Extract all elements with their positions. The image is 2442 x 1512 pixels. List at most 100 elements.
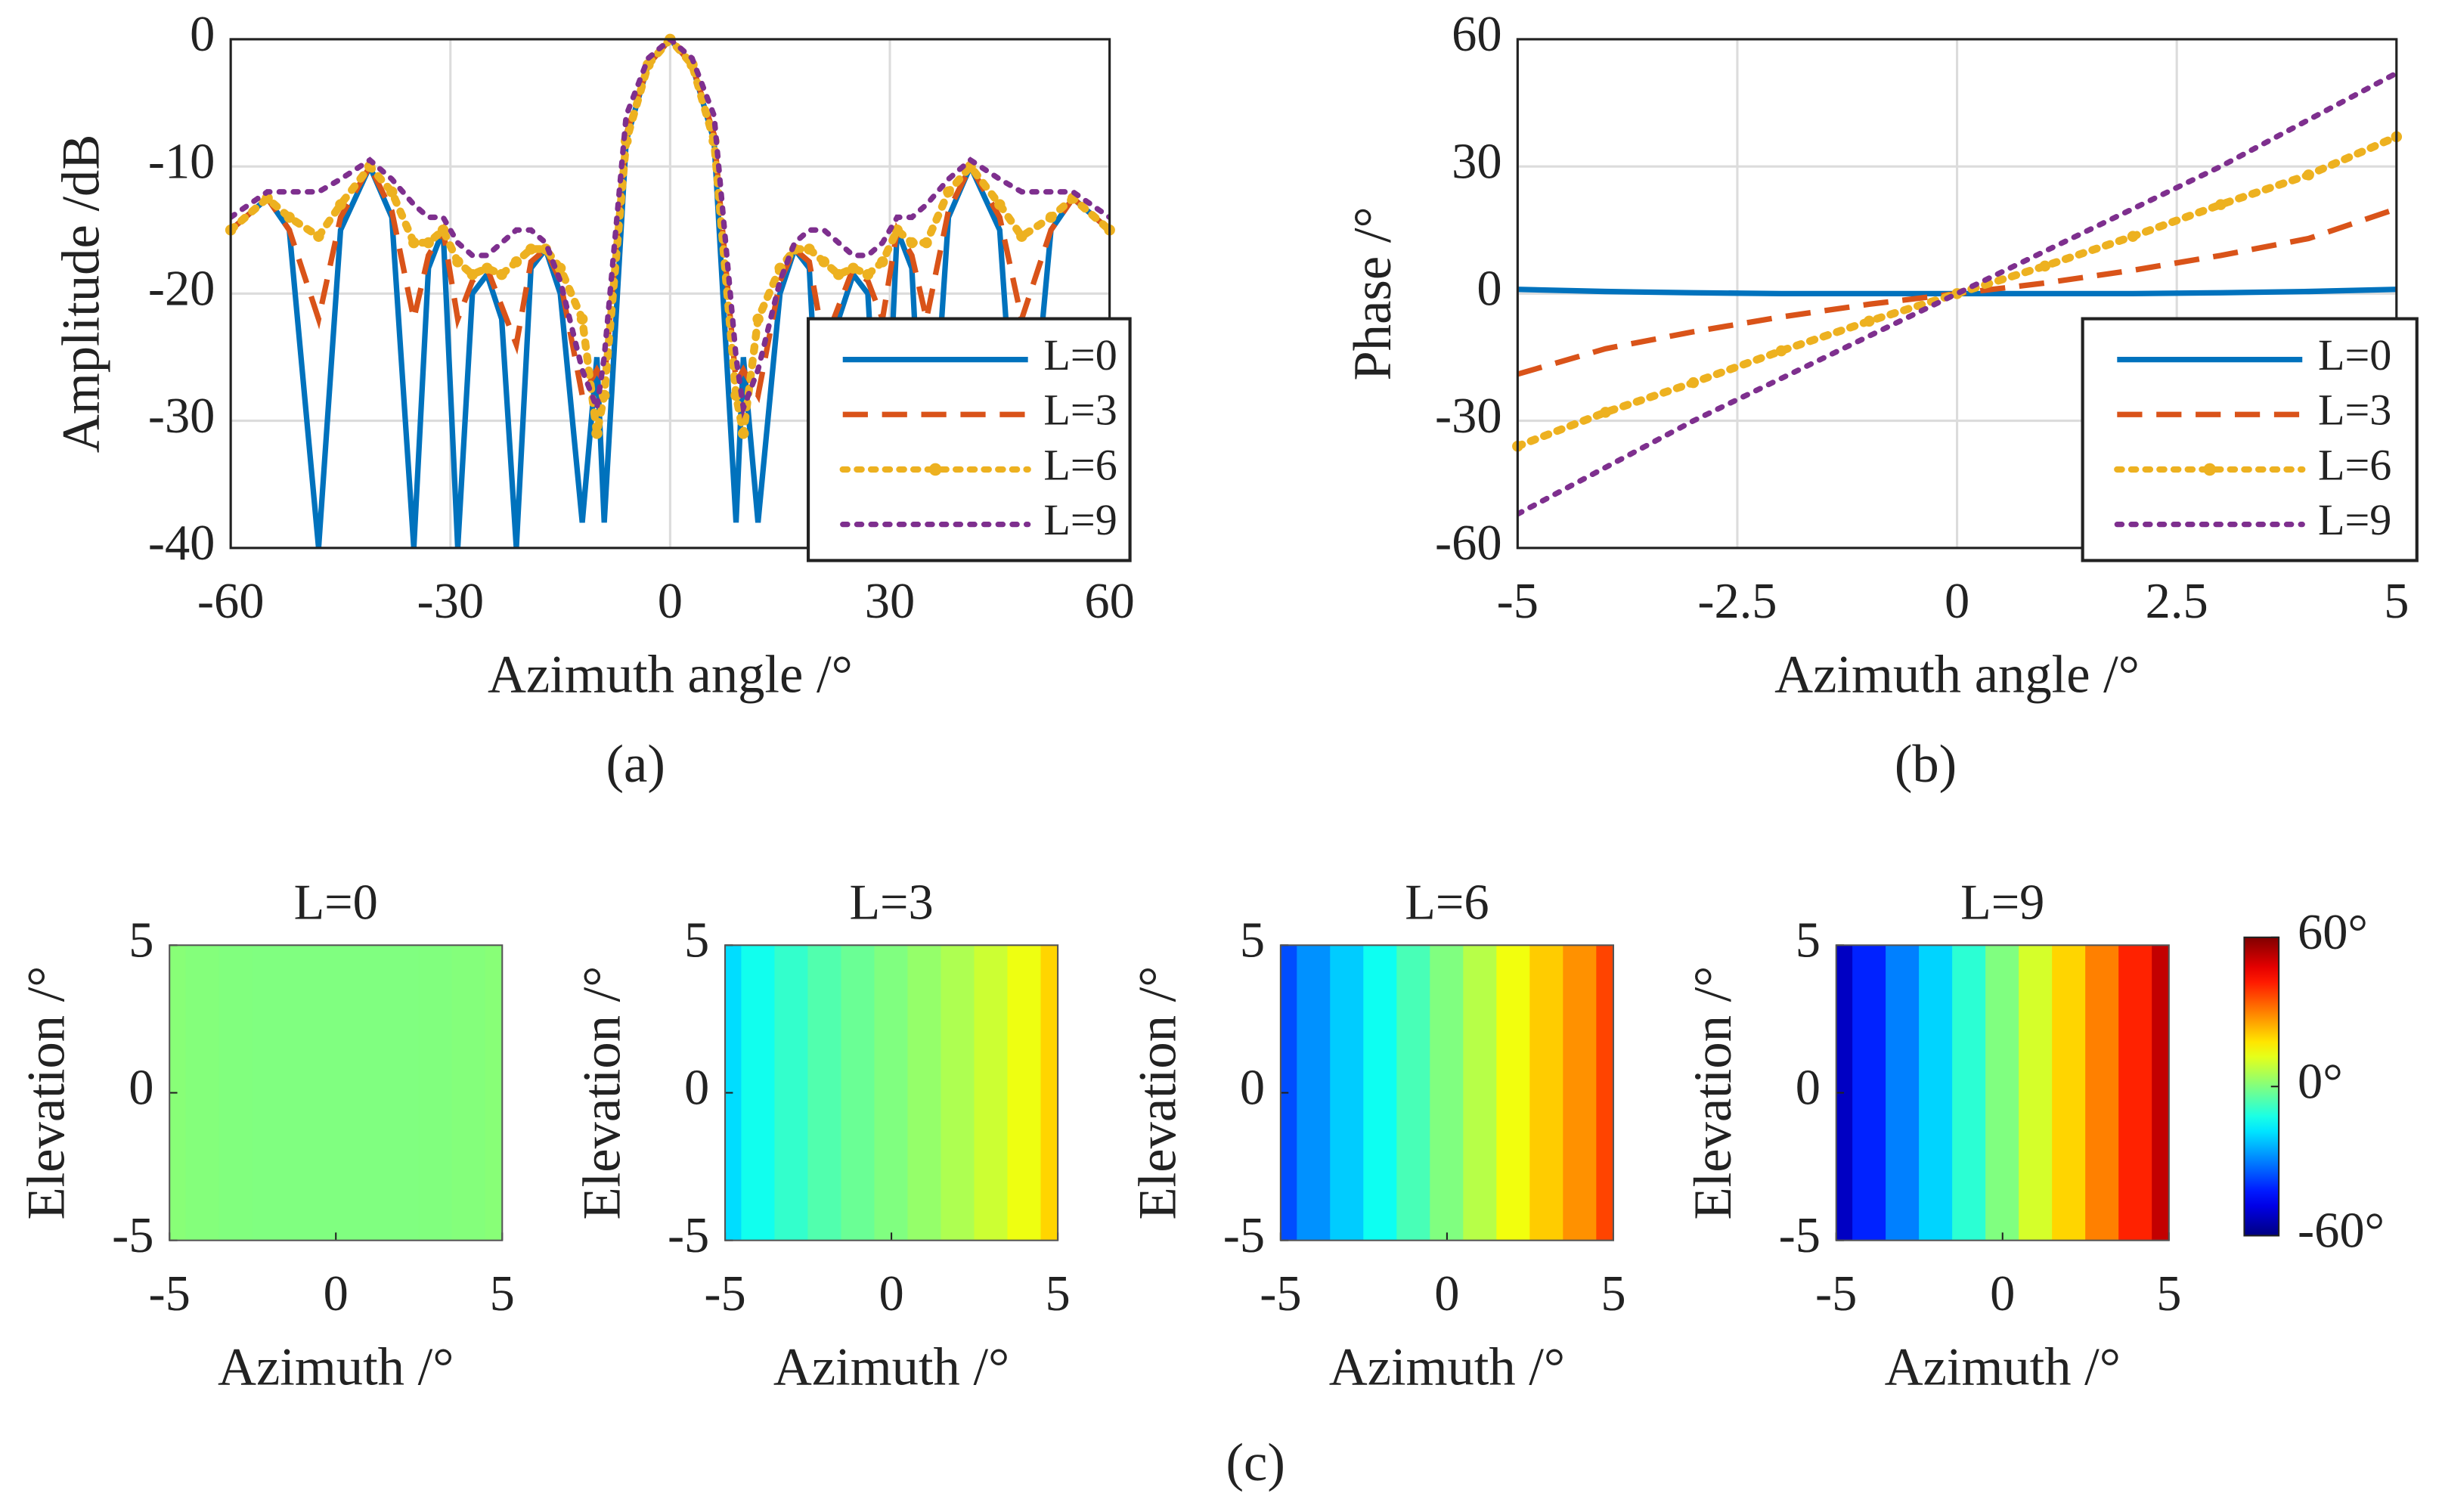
x-tick-label: 0 [879, 1266, 903, 1321]
y-tick-label: 0 [1796, 1061, 1821, 1116]
series-marker [496, 268, 507, 280]
series-marker [423, 237, 434, 249]
series-marker [1045, 212, 1057, 223]
series-marker [313, 231, 324, 242]
heatmap-cell [1919, 944, 1954, 1241]
heatmap-cell [2085, 944, 2120, 1241]
panel-title: L=3 [849, 875, 933, 931]
legend-label: L=6 [2318, 440, 2391, 489]
legend-label: L=0 [1043, 330, 1117, 380]
x-axis-label: Azimuth angle /° [488, 645, 853, 704]
y-tick-label: -60 [1435, 516, 1502, 571]
series-marker [1016, 231, 1027, 242]
heatmap-cell [1363, 944, 1398, 1241]
y-axis-label: Elevation /° [1128, 965, 1187, 1219]
x-tick-label: -5 [1260, 1266, 1301, 1321]
y-tick-label: -30 [148, 389, 215, 444]
heatmap-cell [352, 944, 386, 1241]
axes-box [724, 944, 1059, 1241]
legend-label: L=0 [2318, 330, 2391, 380]
series-marker [832, 268, 844, 280]
series-marker [386, 186, 398, 198]
heatmap-cell [1563, 944, 1598, 1241]
heatmap-cell [418, 944, 453, 1241]
heatmap-cell [2052, 944, 2087, 1241]
y-tick-label: -40 [148, 516, 215, 571]
y-tick-label: 5 [1796, 912, 1821, 968]
legend-marker [2203, 463, 2217, 476]
heatmap-cell [1007, 944, 1042, 1241]
y-tick-label: 0 [684, 1061, 709, 1116]
heatmap-cell [1852, 944, 1887, 1241]
x-axis-label: Azimuth angle /° [1774, 645, 2140, 704]
series-marker [921, 237, 932, 249]
legend-label: L=3 [2318, 386, 2391, 435]
heatmap-cell [874, 944, 909, 1241]
series-marker [906, 237, 918, 249]
heatmap-cell [385, 944, 420, 1241]
legend-label: L=3 [1043, 386, 1117, 435]
x-axis-label: Azimuth /° [1885, 1337, 2121, 1396]
legend-label: L=6 [1043, 440, 1117, 489]
series-marker [2215, 199, 2227, 210]
x-tick-label: 0 [1434, 1266, 1459, 1321]
x-tick-label: -2.5 [1697, 574, 1777, 629]
legend-label: L=9 [1043, 495, 1117, 544]
x-tick-label: 0 [324, 1266, 349, 1321]
colorbar-tick-label: 60° [2298, 905, 2368, 960]
heatmap-cell [841, 944, 875, 1241]
x-tick-label: -5 [1815, 1266, 1857, 1321]
x-tick-label: 5 [1601, 1266, 1625, 1321]
caption: (c) [1226, 1433, 1285, 1492]
y-tick-label: -5 [668, 1208, 709, 1263]
heatmap-cell [1463, 944, 1498, 1241]
heatmap-cell [907, 944, 942, 1241]
series-marker [284, 212, 295, 223]
series-marker [335, 199, 346, 210]
heatmap-cell [485, 944, 503, 1241]
x-tick-label: 0 [658, 574, 683, 629]
y-tick-label: -5 [1779, 1208, 1821, 1263]
colorbar-tick-label: 0° [2298, 1054, 2343, 1109]
series-marker [510, 256, 522, 268]
series-marker [1687, 376, 1700, 389]
y-tick-label: -30 [1435, 389, 1502, 444]
y-axis-label: Amplitude /dB [51, 135, 110, 454]
x-tick-label: 5 [1046, 1266, 1071, 1321]
series-marker [591, 428, 603, 439]
series-marker [2039, 260, 2051, 272]
y-tick-label: 60 [1452, 7, 1501, 62]
heatmap-cell [1297, 944, 1331, 1241]
series-marker [877, 256, 888, 268]
caption: (b) [1895, 735, 1957, 794]
panel-title: L=0 [294, 875, 378, 931]
x-tick-label: 60 [1084, 574, 1134, 629]
heatmap-cell [774, 944, 809, 1241]
x-axis-label: Azimuth /° [218, 1337, 454, 1396]
y-tick-label: 5 [129, 912, 153, 968]
x-tick-label: -60 [197, 574, 265, 629]
series-marker [737, 428, 749, 439]
legend-marker [928, 463, 942, 476]
y-tick-label: -5 [1223, 1208, 1265, 1263]
series-marker [994, 199, 1006, 210]
heatmap-cell [941, 944, 975, 1241]
x-tick-label: 0 [1945, 574, 1969, 629]
x-tick-label: -5 [1497, 574, 1539, 629]
series-marker [525, 243, 537, 255]
heatmap-cell [285, 944, 320, 1241]
heatmap-cell [451, 944, 486, 1241]
series-marker [804, 243, 815, 255]
y-axis-label: Elevation /° [1684, 965, 1743, 1219]
y-tick-label: -20 [148, 262, 215, 317]
y-tick-label: 30 [1452, 134, 1501, 189]
heatmap-cell [318, 944, 353, 1241]
y-tick-label: -5 [112, 1208, 153, 1263]
axes-box [229, 38, 1111, 550]
series-marker [943, 186, 954, 198]
heatmap-cell [1040, 944, 1058, 1241]
heatmap-cell [1952, 944, 1987, 1241]
series-line [1517, 70, 2397, 517]
heatmap-cell [252, 944, 287, 1241]
y-axis-label: Phase /° [1343, 206, 1402, 380]
